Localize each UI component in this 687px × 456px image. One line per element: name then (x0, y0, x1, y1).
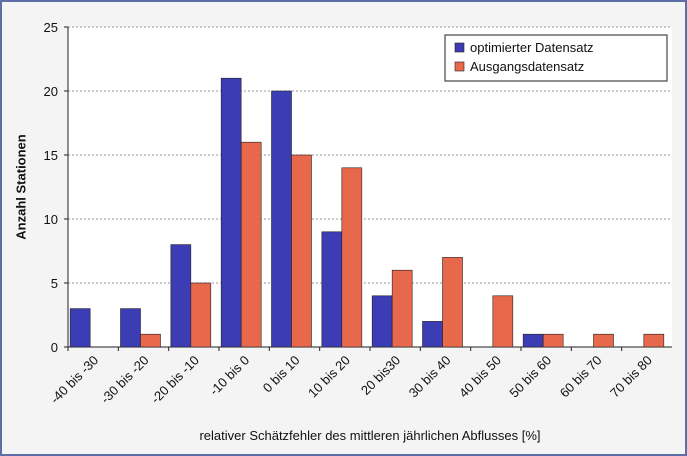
legend-label: Ausgangsdatensatz (470, 59, 584, 74)
bar (593, 333, 614, 348)
bar (190, 282, 212, 348)
bar (522, 333, 544, 348)
bar (542, 333, 564, 348)
bar (291, 154, 312, 348)
bar (140, 333, 161, 348)
legend-swatch (454, 61, 465, 72)
bar (492, 295, 514, 348)
y-tick-label: 25 (44, 20, 58, 35)
bar (69, 308, 91, 348)
y-tick-label: 5 (51, 276, 58, 291)
bar (220, 77, 242, 348)
bar (442, 257, 463, 348)
legend-box (444, 34, 668, 82)
bar (240, 141, 262, 348)
y-tick-label: 15 (44, 148, 58, 163)
y-tick-label: 10 (44, 212, 58, 227)
y-axis-label: Anzahl Stationen (13, 134, 28, 240)
legend-label: optimierter Datensatz (470, 40, 594, 55)
bar (371, 295, 393, 348)
bar (341, 167, 363, 348)
bar (120, 308, 141, 348)
bar (422, 321, 443, 348)
bar (170, 244, 192, 348)
legend-swatch (454, 42, 465, 53)
bar (391, 269, 413, 348)
x-axis-label: relativer Schätzfehler des mittleren jäh… (199, 428, 540, 443)
y-tick-label: 20 (44, 84, 58, 99)
bar (643, 333, 665, 348)
bar (271, 90, 292, 348)
y-tick-label: 0 (51, 340, 58, 355)
bar (321, 231, 343, 348)
